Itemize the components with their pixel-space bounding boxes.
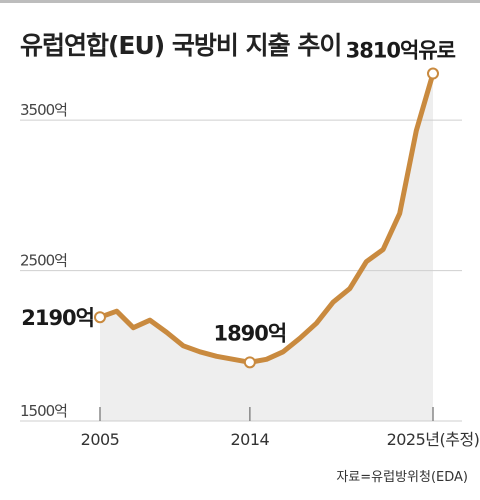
series-area — [100, 73, 433, 421]
y-tick-label: 1500억 — [20, 402, 67, 420]
y-tick-label: 3500억 — [20, 101, 67, 119]
top-rule — [0, 0, 480, 3]
chart-title: 유럽연합(EU) 국방비 지출 추이 — [20, 31, 342, 60]
highlight-point — [427, 67, 439, 80]
x-tick-label: 2005 — [81, 430, 120, 449]
data-label: 1890억 — [213, 321, 286, 345]
highlight-point — [243, 356, 256, 369]
highlight-point — [94, 311, 106, 324]
x-tick-label: 2014 — [230, 430, 269, 449]
series-line — [97, 71, 436, 365]
data-label: 2190억 — [21, 306, 94, 330]
source-note: 자료=유럽방위청(EDA) — [336, 470, 468, 485]
x-tick-label: 2025년(추정) — [387, 430, 480, 449]
data-label: 3810억유로 — [346, 39, 456, 63]
y-tick-label: 2500억 — [20, 252, 67, 270]
